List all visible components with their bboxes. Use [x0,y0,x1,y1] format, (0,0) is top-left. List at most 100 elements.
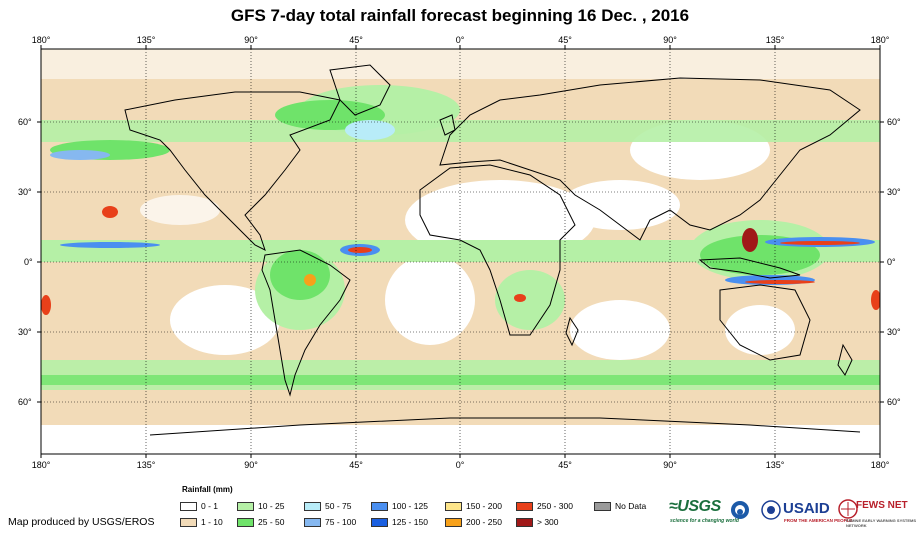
legend-label: 50 - 75 [325,501,352,511]
dry-indian-ocean [570,300,670,360]
coastlines [124,64,861,436]
storm-track-north [41,120,880,142]
legend-label: 125 - 150 [392,517,428,527]
east-pacific-blue [60,242,160,248]
legend-label: 150 - 200 [466,501,502,511]
north-atlantic-blue [345,120,395,140]
date-line-red-east [871,290,880,310]
usaid-seal [761,500,781,520]
indonesia-outline [698,257,801,279]
lat-label-right: 60° [887,117,901,127]
dry-arabia-india [560,180,680,230]
lon-label-bottom: 180° [31,460,51,470]
usaid-tagline: FROM THE AMERICAN PEOPLE [784,518,853,523]
legend-label: 100 - 125 [392,501,428,511]
dry-australia [725,305,795,355]
legend-swatch [371,517,388,527]
australia-outline [719,284,811,361]
graticule [41,49,880,454]
lat-label-left: 30° [18,327,32,337]
legend-label: 1 - 10 [201,517,223,527]
amazon-orange [304,274,316,286]
lon-label-bottom: 90° [663,460,677,470]
fews-net-tagline: FAMINE EARLY WARNING SYSTEMS NETWORK [846,518,917,528]
lon-label-top: 135° [136,35,156,45]
legend-swatch [304,517,321,527]
legend-label: 250 - 300 [537,501,573,511]
lat-label-right: 0° [887,257,896,267]
dry-arctic [41,49,880,79]
lat-label-left: 0° [24,257,33,267]
legend-swatch [516,501,533,511]
lon-label-bottom: 135° [136,460,156,470]
legend-swatch [445,517,462,527]
lon-label-top: 45° [349,35,363,45]
dry-south-pacific [170,285,280,355]
philippines-red [742,228,758,252]
lat-label-left: 60° [18,397,32,407]
lat-label-right: 60° [887,397,901,407]
lon-label-top: 0° [455,35,465,45]
greenland-outline [329,64,391,116]
dry-north-pacific [140,195,220,225]
lat-label-left: 60° [18,117,32,127]
lat-label-right: 30° [887,187,901,197]
north-pacific-blue [50,150,110,160]
lon-label-top: 45° [558,35,572,45]
legend-label: 25 - 50 [258,517,285,527]
madagascar-outline [565,316,579,347]
lon-label-top: 90° [663,35,677,45]
legend-item: 50 - 75 [304,501,351,511]
lon-label-bottom: 45° [349,460,363,470]
legend-item: 250 - 300 [516,501,573,511]
lon-label-bottom: 135° [765,460,785,470]
legend-swatch [304,501,321,511]
lon-label-top: 90° [244,35,258,45]
fews-globe [838,499,858,519]
british-isles-outline [439,114,456,136]
legend-swatch [180,517,197,527]
legend-item: 125 - 150 [371,517,428,527]
date-line-red [41,295,51,315]
legend-swatch [180,501,197,511]
legend-label: > 300 [537,517,559,527]
usaid-logo: USAID [783,500,830,517]
legend-item: 1 - 10 [180,517,223,527]
usgs-logo: ≈USGS [669,498,721,515]
legend-swatch [516,517,533,527]
dry-south-atlantic [385,255,475,345]
north-america-outline [124,91,341,251]
west-pacific-red [780,241,860,245]
legend-item: 0 - 1 [180,501,218,511]
lon-label-bottom: 90° [244,460,258,470]
southern-africa-rain [495,270,565,330]
fews-net-logo: FEWS NET [856,500,908,511]
legend-item: 10 - 25 [237,501,284,511]
lat-label-left: 30° [18,187,32,197]
lon-label-top: 180° [31,35,51,45]
legend-item: 100 - 125 [371,501,428,511]
new-zealand-outline [837,343,853,376]
legend-item: 200 - 250 [445,517,502,527]
legend-item: 75 - 100 [304,517,356,527]
southern-africa-red [514,294,526,302]
south-indonesia-red [745,280,815,284]
legend-label: 10 - 25 [258,501,285,511]
dry-antarctic [41,425,880,454]
lon-label-bottom: 45° [558,460,572,470]
amazon-heavy [270,250,330,300]
legend-label: No Data [615,501,647,511]
legend-label: 75 - 100 [325,517,357,527]
legend-swatch [594,501,611,511]
producer-credit: Map produced by USGS/EROS [8,516,155,528]
legend-swatch [371,501,388,511]
lon-label-top: 180° [870,35,890,45]
africa-outline [419,164,576,336]
tick-marks [37,45,884,458]
legend-item: 150 - 200 [445,501,502,511]
lat-label-right: 30° [887,327,901,337]
lon-label-top: 135° [765,35,785,45]
legend-item: > 300 [516,517,559,527]
legend-swatch [445,501,462,511]
eurasia-outline [439,77,861,241]
